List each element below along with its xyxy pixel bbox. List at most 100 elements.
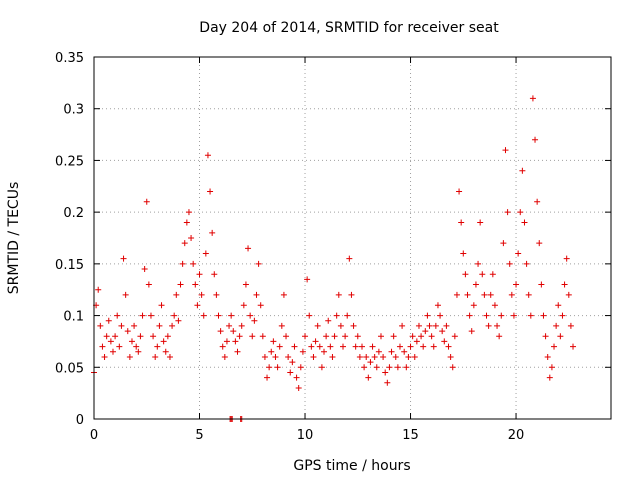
data-point xyxy=(196,271,203,278)
x-axis-title: GPS time / hours xyxy=(293,458,410,474)
data-point xyxy=(388,348,395,355)
data-point xyxy=(181,240,188,247)
data-point xyxy=(380,353,387,360)
x-tick-label: 0 xyxy=(90,428,98,443)
data-point xyxy=(477,219,484,226)
data-point xyxy=(447,353,454,360)
data-point xyxy=(318,364,325,371)
data-point xyxy=(242,281,249,288)
data-point xyxy=(394,364,401,371)
data-point xyxy=(183,219,190,226)
data-point xyxy=(99,343,106,350)
data-point xyxy=(456,188,463,195)
data-point xyxy=(373,364,380,371)
data-point xyxy=(247,312,254,319)
data-point xyxy=(166,353,173,360)
data-point xyxy=(502,147,509,154)
data-point xyxy=(255,260,262,267)
data-point xyxy=(546,374,553,381)
data-point xyxy=(228,312,235,319)
data-point xyxy=(95,286,102,293)
data-point xyxy=(420,343,427,350)
data-point xyxy=(101,353,108,360)
y-tick-label: 0.05 xyxy=(55,361,84,376)
data-point xyxy=(337,322,344,329)
data-point xyxy=(145,281,152,288)
chart-title: Day 204 of 2014, SRMTID for receiver sea… xyxy=(199,20,499,36)
data-point xyxy=(494,322,501,329)
data-point xyxy=(150,333,157,340)
y-tick-label: 0.3 xyxy=(63,103,84,118)
data-point xyxy=(321,348,328,355)
x-tick-label: 20 xyxy=(508,428,525,443)
data-point xyxy=(424,312,431,319)
data-point xyxy=(567,322,574,329)
data-point xyxy=(143,198,150,205)
data-point xyxy=(384,379,391,386)
data-point xyxy=(316,343,323,350)
data-point xyxy=(283,333,290,340)
data-point xyxy=(487,291,494,298)
data-point xyxy=(141,266,148,273)
data-point xyxy=(107,338,114,345)
data-point xyxy=(399,322,406,329)
data-point xyxy=(555,302,562,309)
data-point xyxy=(261,353,268,360)
data-point xyxy=(234,348,241,355)
data-point xyxy=(521,219,528,226)
data-point xyxy=(527,312,534,319)
data-point xyxy=(464,291,471,298)
data-point xyxy=(498,312,505,319)
data-point xyxy=(325,317,332,324)
data-point xyxy=(289,359,296,366)
y-axis-title: SRMTID / TECUs xyxy=(6,182,22,295)
data-point xyxy=(272,353,279,360)
data-point xyxy=(481,291,488,298)
data-point xyxy=(335,291,342,298)
data-point xyxy=(213,291,220,298)
data-point xyxy=(268,348,275,355)
data-point xyxy=(162,348,169,355)
data-point xyxy=(340,343,347,350)
y-tick-label: 0 xyxy=(76,413,84,428)
data-point xyxy=(179,260,186,267)
x-tick-label: 10 xyxy=(297,428,314,443)
data-point xyxy=(160,338,167,345)
data-point xyxy=(551,343,558,350)
data-point xyxy=(177,281,184,288)
data-point xyxy=(120,255,127,262)
data-point xyxy=(375,348,382,355)
data-point xyxy=(434,302,441,309)
data-point xyxy=(409,333,416,340)
data-point xyxy=(350,322,357,329)
data-point xyxy=(559,312,566,319)
data-point xyxy=(377,333,384,340)
y-tick-label: 0.35 xyxy=(55,51,84,66)
data-point xyxy=(453,291,460,298)
data-point xyxy=(287,369,294,376)
data-point xyxy=(460,250,467,257)
data-point xyxy=(308,343,315,350)
data-point xyxy=(185,209,192,216)
data-point xyxy=(565,291,572,298)
data-point xyxy=(314,322,321,329)
data-point xyxy=(557,333,564,340)
data-points xyxy=(91,95,577,422)
data-point xyxy=(466,312,473,319)
data-point xyxy=(363,353,370,360)
data-point xyxy=(439,328,446,335)
data-point xyxy=(519,167,526,174)
data-point xyxy=(230,328,237,335)
data-point xyxy=(221,353,228,360)
data-point xyxy=(232,338,239,345)
data-point xyxy=(276,343,283,350)
data-point xyxy=(515,250,522,257)
data-point xyxy=(126,353,133,360)
data-point xyxy=(430,343,437,350)
data-point xyxy=(443,322,450,329)
x-tick-label: 5 xyxy=(195,428,203,443)
data-point xyxy=(570,343,577,350)
data-point xyxy=(458,219,465,226)
data-point xyxy=(403,364,410,371)
data-point xyxy=(270,338,277,345)
